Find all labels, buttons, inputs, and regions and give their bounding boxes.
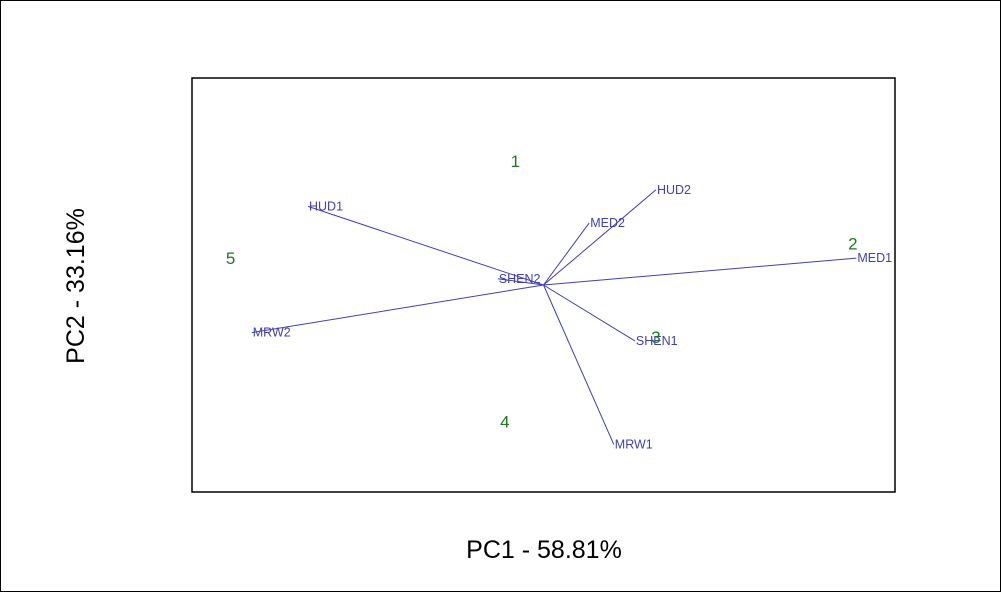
observation-label-1: 1	[511, 152, 520, 171]
loading-label-med1: MED1	[857, 251, 892, 265]
plot-frame	[191, 77, 896, 493]
observations-layer: 1 2 3 4 5	[226, 152, 858, 432]
loading-vector-shen2	[497, 278, 544, 286]
loading-label-hud1: HUD1	[309, 199, 343, 213]
loading-vector-mrw1	[543, 284, 615, 445]
loading-label-mrw1: MRW1	[615, 437, 653, 451]
observation-label-5: 5	[226, 249, 235, 268]
observation-label-3: 3	[651, 328, 660, 347]
loading-label-hud2: HUD2	[657, 183, 691, 197]
loading-label-shen2: SHEN2	[499, 272, 541, 286]
loading-vector-hud1	[307, 205, 544, 286]
y-axis-title: PC2 - 33.16%	[62, 208, 90, 364]
loading-vector-hud2	[543, 189, 657, 286]
loadings-layer: HUD1 HUD2 MED2 MED1 SHEN2 SHEN1 MRW2 MRW1	[251, 183, 892, 451]
x-axis-title: PC1 - 58.81%	[466, 536, 622, 564]
observation-label-2: 2	[848, 235, 857, 254]
loading-vector-med1	[543, 257, 857, 286]
loading-label-mrw2: MRW2	[253, 326, 291, 340]
loading-vector-mrw2	[251, 284, 544, 334]
loading-label-shen1: SHEN1	[636, 334, 678, 348]
loading-vector-med2	[543, 222, 590, 286]
loading-vector-shen1	[543, 284, 636, 342]
loading-label-med2: MED2	[590, 216, 625, 230]
observation-label-4: 4	[500, 413, 509, 432]
